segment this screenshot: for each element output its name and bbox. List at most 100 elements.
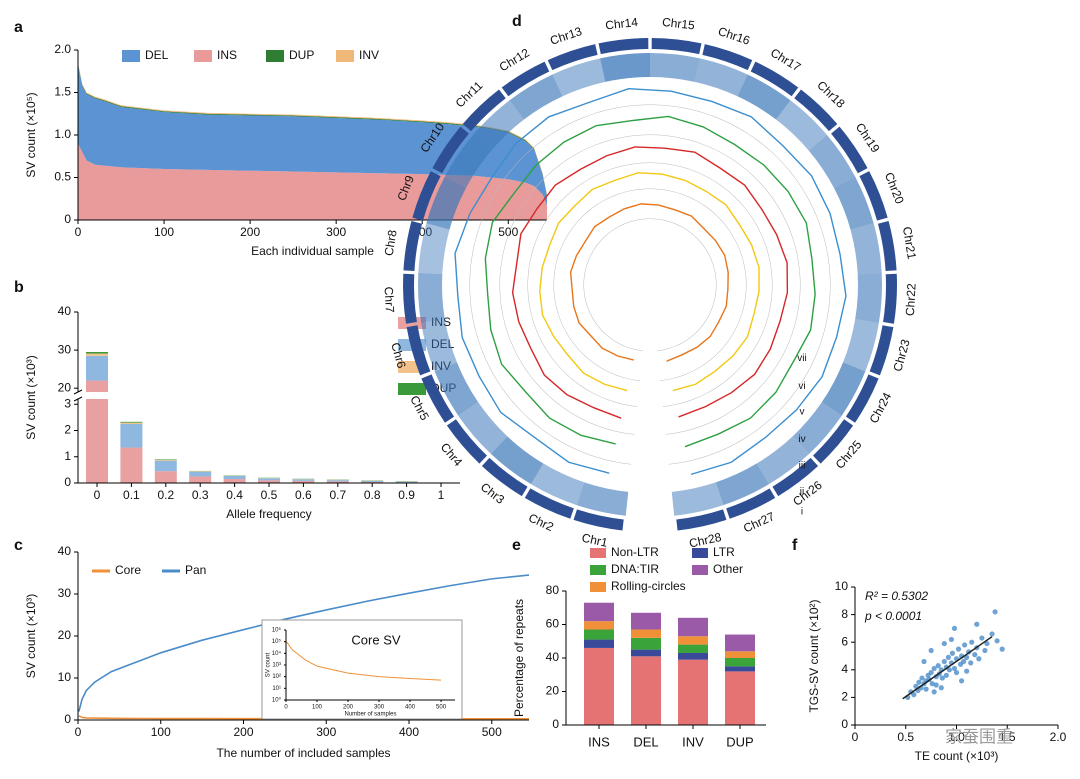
x-tick-label: 0 [75,225,82,239]
x-tick-label: 0.7 [329,488,346,502]
bar-segment [584,621,614,630]
track-line [484,115,816,448]
point [911,692,917,698]
point [992,609,998,615]
bar-segment [223,479,246,483]
chromosome-label: Chr7 [382,286,397,313]
y-tick-label: 10³ [272,663,281,669]
track-baseline [553,188,747,381]
chromosome-ideogram [432,126,469,174]
panel-label: d [512,13,522,30]
chromosome-ideogram [412,171,441,221]
bar-segment [120,422,143,424]
chromosome-label: Chr20 [882,170,907,206]
bar-segment [326,480,349,482]
x-tick-label: 300 [374,705,385,711]
y-tick-label: 10⁶ [272,627,282,634]
density-cell [552,58,606,97]
density-cell [418,223,450,275]
point [961,658,967,665]
x-tick-label: 300 [326,225,346,239]
track-label: iv [798,434,805,445]
chromosome-ideogram [845,374,879,423]
legend-label: DUP [289,48,314,62]
x-tick-label: DEL [633,734,658,749]
bar-segment [120,421,143,423]
chromosome-ideogram [772,457,819,497]
density-cell [792,402,842,454]
y-axis-title: SV count (×10⁵) [24,92,38,177]
bar-segment [678,617,708,637]
density-cell [855,272,882,324]
chromosome-ideogram [524,488,574,519]
bar-segment [189,471,212,477]
bar-segment [584,639,614,648]
density-cell [421,319,457,372]
bar-segment [361,480,384,482]
annotation: R² = 0.5302 [865,589,928,603]
bar-segment [584,602,614,622]
x-tick-label: 2.0 [1050,730,1067,744]
inset-title: Core SV [351,632,400,647]
y-tick-label: 3 [64,396,71,410]
x-tick-label: 400 [399,725,419,739]
chromosome-ideogram [651,38,702,55]
bar-segment [154,459,177,460]
x-tick-label: INS [588,734,610,749]
chromosome-label: Chr21 [900,226,919,261]
x-tick-label: 100 [151,725,171,739]
point [979,635,985,641]
density-cell [756,436,810,485]
legend-swatch [336,50,354,62]
point [949,650,956,656]
y-tick-label: 10¹ [272,686,281,692]
y-tick-label: 4 [841,662,848,676]
density-cell [715,463,769,506]
x-tick-label: 200 [343,705,354,711]
legend-swatch [398,317,426,329]
point [941,658,947,665]
chromosome-ideogram [726,488,776,519]
bar-segment [154,459,177,461]
chromosome-ideogram [446,419,487,464]
density-cell [444,134,492,188]
panel-label: f [792,537,798,554]
chromosome-ideogram [573,509,624,531]
x-tick-label: 0.9 [398,488,415,502]
panel-label: c [14,537,23,554]
point [964,668,970,674]
density-cell [737,74,791,120]
bar-segment [395,481,418,483]
chromosome-label: Chr17 [768,45,803,74]
area [78,143,547,220]
track-label: i [801,507,803,518]
y-tick-label: 0 [552,717,559,731]
chromosome-ideogram [406,325,431,376]
y-axis-title: SV count (×10³) [24,355,38,439]
bar-segment [584,629,614,640]
track-baseline [583,218,717,352]
bar-segment [725,666,755,672]
bar-segment [258,478,280,481]
bar-segment [154,471,177,483]
bar-segment [189,471,212,472]
bar-segment [120,423,143,448]
density-cell [694,58,748,97]
x-tick-label: 0 [94,488,101,502]
chromosome-label: Chr2 [526,511,556,535]
bar-segment [86,352,108,354]
legend-swatch [590,565,606,575]
x-tick-label: 200 [240,225,260,239]
y-tick-label: 80 [546,583,560,597]
y-tick-label: 2 [841,690,848,704]
x-tick-label: 0 [75,725,82,739]
track-line [454,87,847,476]
point [994,638,1000,644]
y-tick-label: 20 [58,380,72,394]
x-tick-label: 0 [852,730,859,744]
bar-segment [725,671,755,725]
area [78,64,547,206]
track-label: iii [799,461,806,472]
point [976,656,982,662]
y-tick-label: 0.5 [54,170,71,184]
